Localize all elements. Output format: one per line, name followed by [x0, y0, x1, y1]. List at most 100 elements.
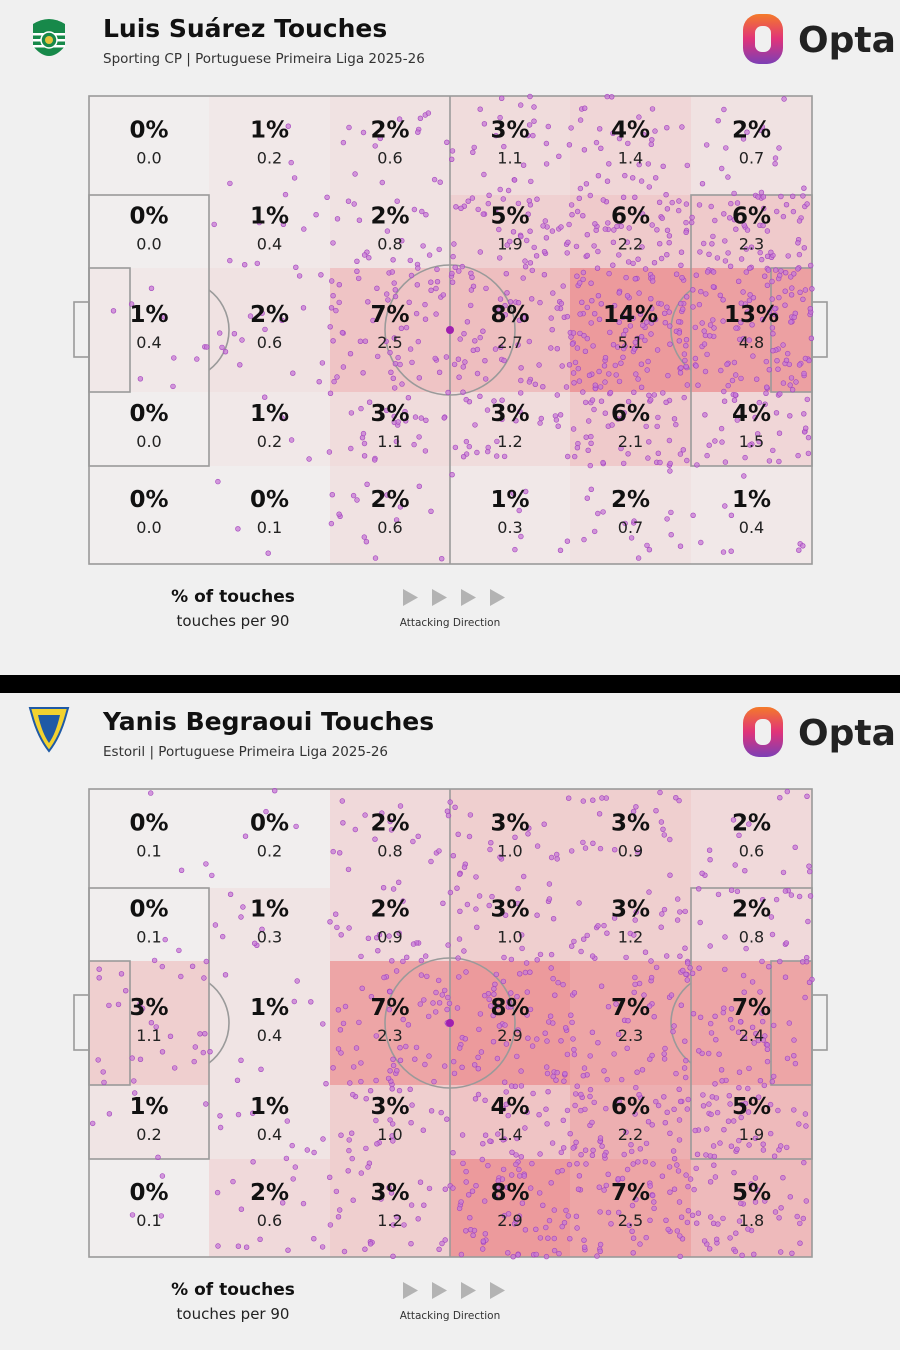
- touch-dot: [589, 298, 595, 304]
- touch-dot: [642, 266, 649, 272]
- touch-dot: [623, 1129, 629, 1135]
- touch-dot: [782, 974, 789, 980]
- cell-pct-label: 2%: [370, 487, 409, 513]
- touch-dot: [238, 914, 244, 920]
- touch-dot: [330, 1065, 336, 1071]
- touch-dot: [728, 887, 735, 893]
- touch-dot: [628, 1148, 635, 1155]
- touch-dot: [601, 363, 608, 369]
- touch-dot: [594, 265, 601, 271]
- touch-dot: [648, 974, 655, 981]
- touch-dot: [658, 924, 664, 930]
- touch-dot: [523, 960, 530, 966]
- touch-dot: [710, 317, 716, 323]
- touch-dot: [759, 124, 766, 130]
- touch-dot: [724, 361, 730, 368]
- touch-dot: [522, 488, 529, 495]
- touch-dot: [397, 1045, 403, 1051]
- touch-dot: [722, 966, 728, 973]
- touch-dot: [522, 258, 528, 264]
- touch-dot: [444, 808, 451, 814]
- touch-dot: [677, 1253, 683, 1260]
- touch-dot: [378, 1196, 384, 1202]
- cell-pct-label: 0%: [129, 487, 168, 513]
- touch-dot: [637, 1146, 643, 1152]
- touch-dot: [452, 444, 459, 451]
- touch-dot: [451, 1058, 457, 1065]
- touch-dot: [457, 336, 463, 342]
- touch-dot: [644, 542, 650, 549]
- touch-dot: [784, 788, 790, 795]
- touch-dot: [417, 115, 424, 122]
- touch-dot: [461, 948, 467, 954]
- heatmap-cell: [450, 1085, 570, 1159]
- touch-dot: [761, 273, 768, 279]
- touch-dot: [792, 1060, 799, 1067]
- touch-dot: [548, 1180, 554, 1186]
- touch-dot: [671, 1186, 678, 1192]
- touch-dot: [137, 1056, 144, 1062]
- touch-dot: [595, 923, 601, 929]
- touch-dot: [392, 385, 398, 391]
- touch-dot: [757, 249, 763, 256]
- touch-dot: [442, 1186, 448, 1192]
- cell-per90-label: 5.1: [618, 333, 643, 352]
- touch-dot: [600, 509, 606, 515]
- opta-logo-text: Opta: [798, 713, 896, 754]
- touch-dot: [606, 161, 612, 167]
- touch-dot: [570, 1145, 576, 1151]
- touch-dot: [734, 1146, 740, 1152]
- touch-dot: [716, 1051, 722, 1057]
- heatmap-cell: [89, 888, 209, 961]
- touch-dot: [352, 171, 358, 177]
- touch-dot: [407, 257, 413, 264]
- touch-dot: [256, 219, 262, 226]
- touch-dot: [741, 1034, 748, 1041]
- touch-dot: [649, 1192, 656, 1199]
- touch-dot: [454, 1005, 461, 1011]
- touch-dot: [638, 361, 645, 367]
- heatmap-cell: [570, 888, 691, 961]
- touch-dot: [801, 245, 807, 251]
- touch-dot: [665, 1226, 671, 1233]
- touch-dot: [562, 1025, 569, 1031]
- touch-dot: [770, 1073, 777, 1080]
- touch-dot: [452, 264, 458, 271]
- touch-dot: [311, 1149, 317, 1156]
- touch-dot: [507, 238, 513, 245]
- touch-dot: [520, 275, 526, 281]
- touch-dot: [543, 1253, 550, 1260]
- touch-dot: [655, 414, 661, 421]
- touch-dot: [386, 1185, 392, 1191]
- touch-dot: [529, 1160, 535, 1167]
- touch-dot: [514, 900, 521, 907]
- touch-dot: [360, 129, 367, 136]
- touch-dot: [728, 512, 735, 518]
- touch-dot: [598, 301, 604, 307]
- touch-dot: [481, 121, 488, 127]
- touch-dot: [227, 891, 234, 898]
- touch-dot: [153, 1024, 159, 1030]
- touch-dot: [263, 808, 269, 815]
- touch-dot: [720, 549, 727, 555]
- touch-dot: [679, 275, 685, 281]
- touch-dot: [653, 964, 660, 971]
- touch-dot: [568, 202, 575, 208]
- touch-dot: [522, 969, 529, 976]
- touch-dot: [476, 893, 483, 899]
- touch-dot: [667, 468, 673, 474]
- touch-dot: [558, 1038, 564, 1044]
- touch-dot: [462, 1036, 468, 1042]
- cell-per90-label: 0.1: [257, 518, 282, 537]
- touch-dot: [426, 1013, 432, 1020]
- touch-dot: [683, 337, 690, 343]
- touch-dot: [804, 201, 810, 207]
- touch-dot: [390, 886, 397, 892]
- touch-dot: [753, 376, 760, 382]
- touch-dot: [800, 543, 806, 549]
- touch-dot: [625, 1018, 631, 1024]
- touch-dot: [717, 292, 723, 298]
- touch-dot: [708, 1111, 714, 1118]
- touch-dot: [340, 139, 347, 146]
- touch-dot: [735, 1029, 742, 1035]
